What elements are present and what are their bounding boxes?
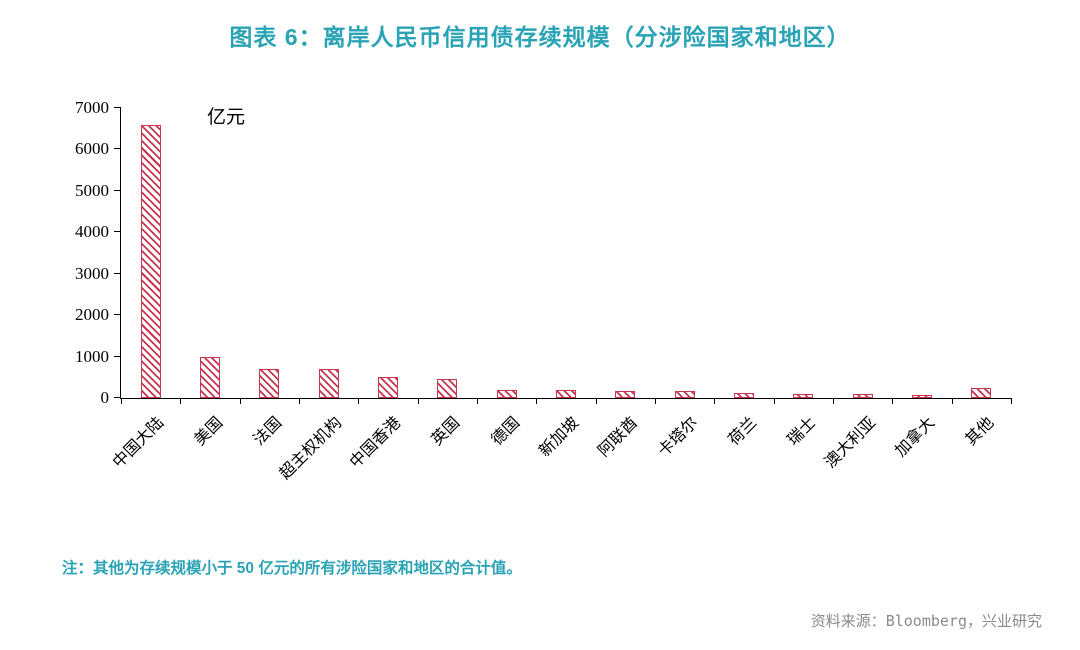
x-tick-mark (180, 398, 182, 404)
x-tick-mark (417, 398, 419, 404)
y-tick-label: 7000 (75, 98, 109, 117)
bar (912, 394, 932, 398)
x-tick-mark (121, 398, 122, 404)
x-tick-mark (477, 398, 478, 404)
y-tick-mark (114, 107, 121, 108)
x-tick-mark (833, 398, 834, 404)
x-tick-mark (951, 398, 953, 404)
bar (437, 379, 458, 398)
x-tick-mark (1011, 398, 1012, 404)
bar (793, 394, 814, 398)
bar (971, 388, 992, 398)
y-tick-mark (114, 355, 121, 357)
y-tick-mark (114, 148, 121, 150)
bar (496, 389, 517, 398)
plot-area: 亿元 0 1000 2000 3000 4000 5000 6000 7000 中国大陆 美国 法国… (75, 98, 1012, 483)
y-tick-label: 6000 (75, 139, 109, 159)
bar (378, 377, 398, 398)
y-tick-mark (114, 314, 121, 316)
bar (852, 394, 873, 398)
chart-title: 图表 6：离岸人民币信用债存续规模（分涉险国家和地区） (229, 24, 851, 50)
x-tick-mark (358, 398, 360, 404)
y-tick-mark (114, 397, 121, 398)
x-tick-mark (714, 398, 716, 404)
y-tick-label: 3000 (75, 263, 109, 283)
y-tick-label: 5000 (75, 180, 109, 200)
x-tick-mark (299, 398, 300, 404)
bar (734, 393, 754, 398)
bar (318, 369, 339, 398)
bar (259, 369, 280, 398)
footnote: 注：其他为存续规模小于 50 亿元的所有涉险国家和地区的合计值。 (62, 560, 522, 577)
x-tick-mark (239, 398, 241, 404)
y-tick-mark (114, 189, 121, 191)
x-tick-mark (892, 398, 894, 404)
y-tick-label: 4000 (75, 222, 109, 242)
x-tick-mark (773, 398, 775, 404)
source-credit: 资料来源：Bloomberg，兴业研究 (810, 612, 1042, 630)
y-tick-mark (114, 272, 121, 274)
bar (615, 390, 636, 398)
x-tick-mark (536, 398, 538, 404)
bar (200, 356, 220, 398)
y-tick-label: 2000 (75, 305, 109, 325)
y-tick-label: 1000 (75, 346, 109, 366)
bar (556, 390, 576, 398)
y-tick-label: 0 (100, 388, 110, 407)
bar (140, 124, 161, 398)
x-tick-mark (655, 398, 656, 404)
bar (674, 390, 695, 398)
unit-label: 亿元 (207, 107, 246, 128)
y-tick-mark (114, 231, 121, 233)
x-tick-mark (595, 398, 597, 404)
